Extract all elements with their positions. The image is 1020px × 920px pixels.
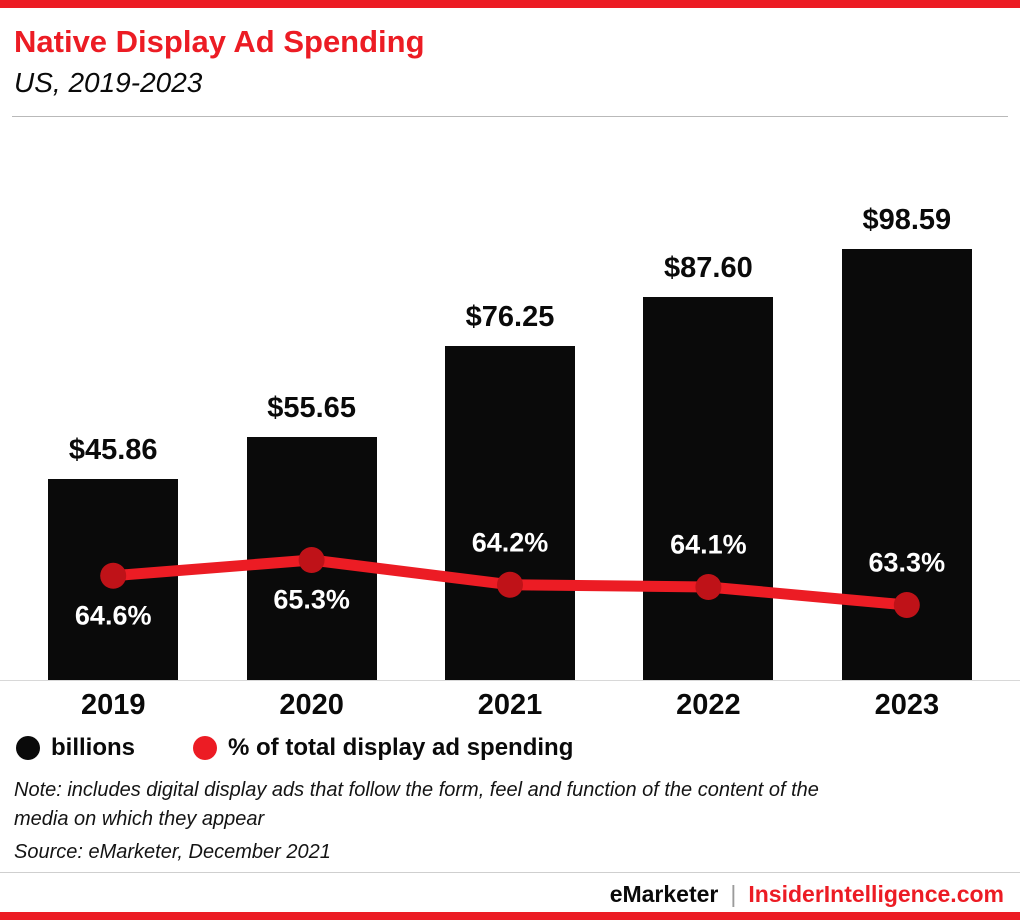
line-marker-2021 — [497, 571, 523, 598]
footer: eMarketer | InsiderIntelligence.com — [0, 872, 1020, 912]
line-series — [100, 547, 920, 618]
line-value-label-2022: 64.1% — [670, 529, 747, 560]
line-value-label-2023: 63.3% — [868, 547, 946, 578]
chart-subtitle: US, 2019-2023 — [14, 67, 203, 98]
bar-value-label-2019: $45.86 — [68, 434, 158, 467]
line-marker-2019 — [100, 562, 127, 589]
legend-item-billions: billions — [16, 734, 135, 762]
x-axis-label-2020: 2020 — [279, 689, 344, 721]
source-text: Source: eMarketer, December 2021 — [14, 841, 331, 863]
chart-header: Native Display Ad Spending US, 2019-2023 — [0, 8, 1020, 100]
bar-value-label-2021: $76.25 — [465, 301, 555, 334]
x-axis-label-2023: 2023 — [874, 689, 940, 721]
legend-label-percent: % of total display ad spending — [228, 734, 574, 761]
note-text: Note: includes digital display ads that … — [14, 779, 819, 830]
line-marker-2020 — [298, 547, 325, 573]
header-divider — [12, 116, 1008, 117]
bar-value-label-2023: $98.59 — [862, 203, 952, 236]
bar-2022 — [643, 296, 774, 680]
legend-swatch-billions-icon — [16, 736, 40, 760]
brand-emarketer[interactable]: eMarketer — [609, 881, 719, 907]
line-marker-2022 — [695, 574, 722, 600]
x-axis-label-2021: 2021 — [477, 689, 543, 721]
line-marker-2023 — [893, 592, 920, 618]
brand-insider-intelligence[interactable]: InsiderIntelligence.com — [748, 881, 1004, 907]
legend-item-percent: % of total display ad spending — [193, 734, 573, 762]
line-value-label-2019: 64.6% — [74, 600, 152, 631]
x-axis-labels: 2019 2020 2021 2022 2023 — [0, 681, 1020, 722]
bar-2021 — [445, 346, 575, 680]
legend-label-billions: billions — [51, 734, 135, 761]
footer-separator: | — [730, 881, 737, 907]
bar-value-label-2020: $55.65 — [267, 391, 356, 424]
chart-title: Native Display Ad Spending — [14, 24, 425, 59]
plot-area: $45.86 $55.65 $76.25 $87.60 $98.59 64.6% 65.3%… — [0, 155, 1020, 681]
bottom-accent-bar — [0, 912, 1020, 920]
line-value-label-2020: 65.3% — [273, 584, 350, 615]
line-value-label-2021: 64.2% — [471, 527, 549, 558]
legend-swatch-percent-icon — [193, 736, 217, 760]
x-axis-label-2022: 2022 — [676, 689, 741, 721]
legend: billions % of total display ad spending — [16, 734, 1020, 762]
top-accent-bar — [0, 0, 1020, 8]
bar-value-label-2022: $87.60 — [664, 251, 753, 284]
x-axis-label-2019: 2019 — [80, 689, 146, 721]
